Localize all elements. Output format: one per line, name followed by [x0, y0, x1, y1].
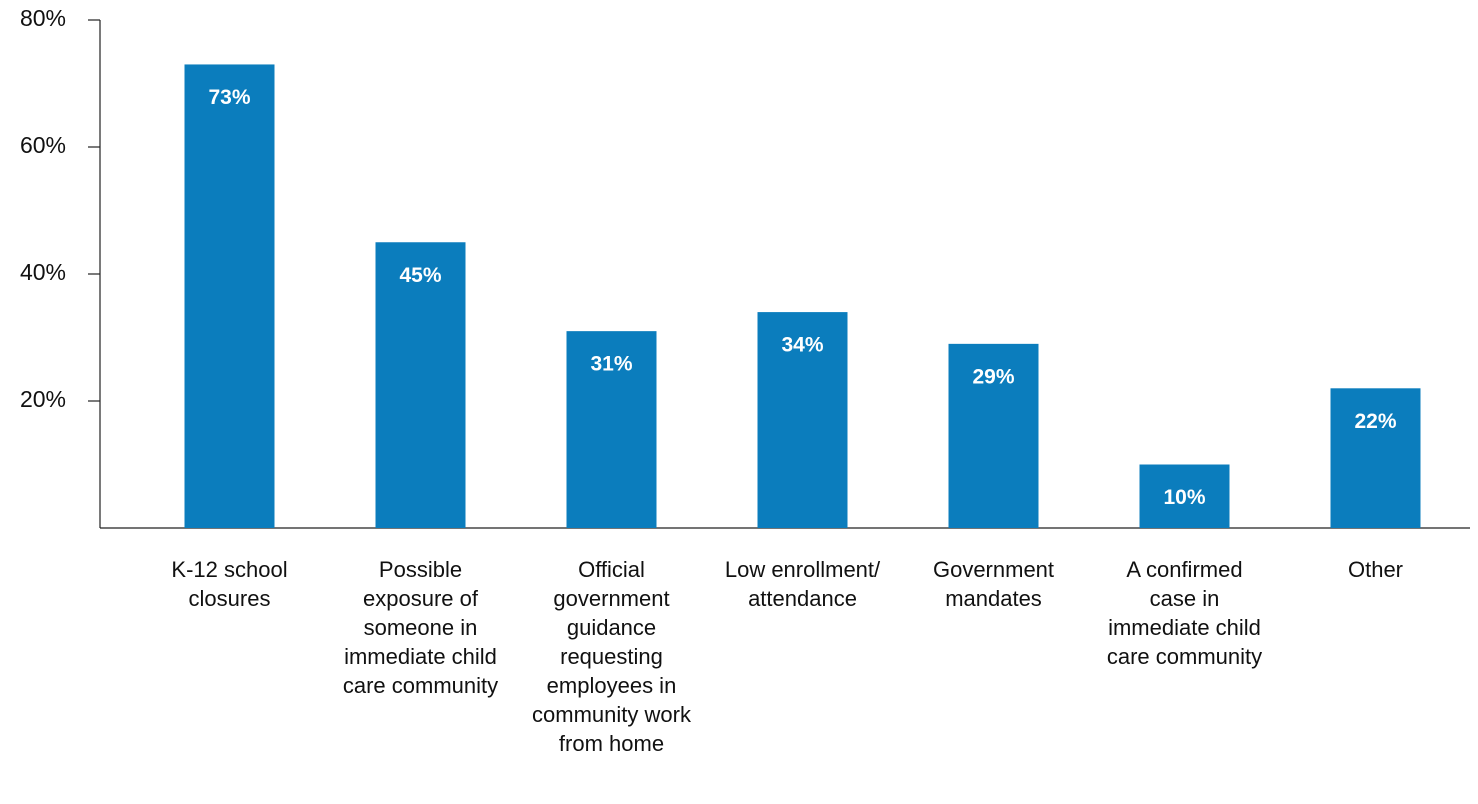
value-label: 22%: [1354, 410, 1396, 433]
x-tick-label: Official government guidance requesting …: [532, 557, 691, 756]
bar: [184, 64, 275, 528]
x-tick-label: Other: [1347, 557, 1404, 582]
x-tick-label: Low enrollment/ attendance: [724, 557, 881, 611]
value-label: 73%: [208, 86, 250, 109]
y-tick-label: 60%: [20, 132, 66, 158]
value-label: 31%: [590, 353, 632, 376]
value-label: 34%: [781, 334, 823, 357]
bar: [1139, 464, 1230, 528]
bar: [757, 312, 848, 528]
bar: [1330, 388, 1421, 528]
x-tick-label: A confirmed case in immediate child care…: [1106, 557, 1263, 669]
x-tick-label: Possible exposure of someone in immediat…: [342, 557, 499, 698]
y-tick-label: 80%: [20, 5, 66, 31]
value-label: 29%: [972, 365, 1014, 388]
bar: [566, 331, 657, 528]
y-tick-label: 20%: [20, 386, 66, 412]
x-tick-label: Government mandates: [932, 557, 1055, 611]
y-tick-label: 40%: [20, 259, 66, 285]
bar: [948, 343, 1039, 528]
value-label: 10%: [1163, 486, 1205, 509]
bar: [375, 242, 466, 528]
x-tick-label: K-12 school closures: [171, 557, 288, 611]
value-label: 45%: [399, 264, 441, 287]
